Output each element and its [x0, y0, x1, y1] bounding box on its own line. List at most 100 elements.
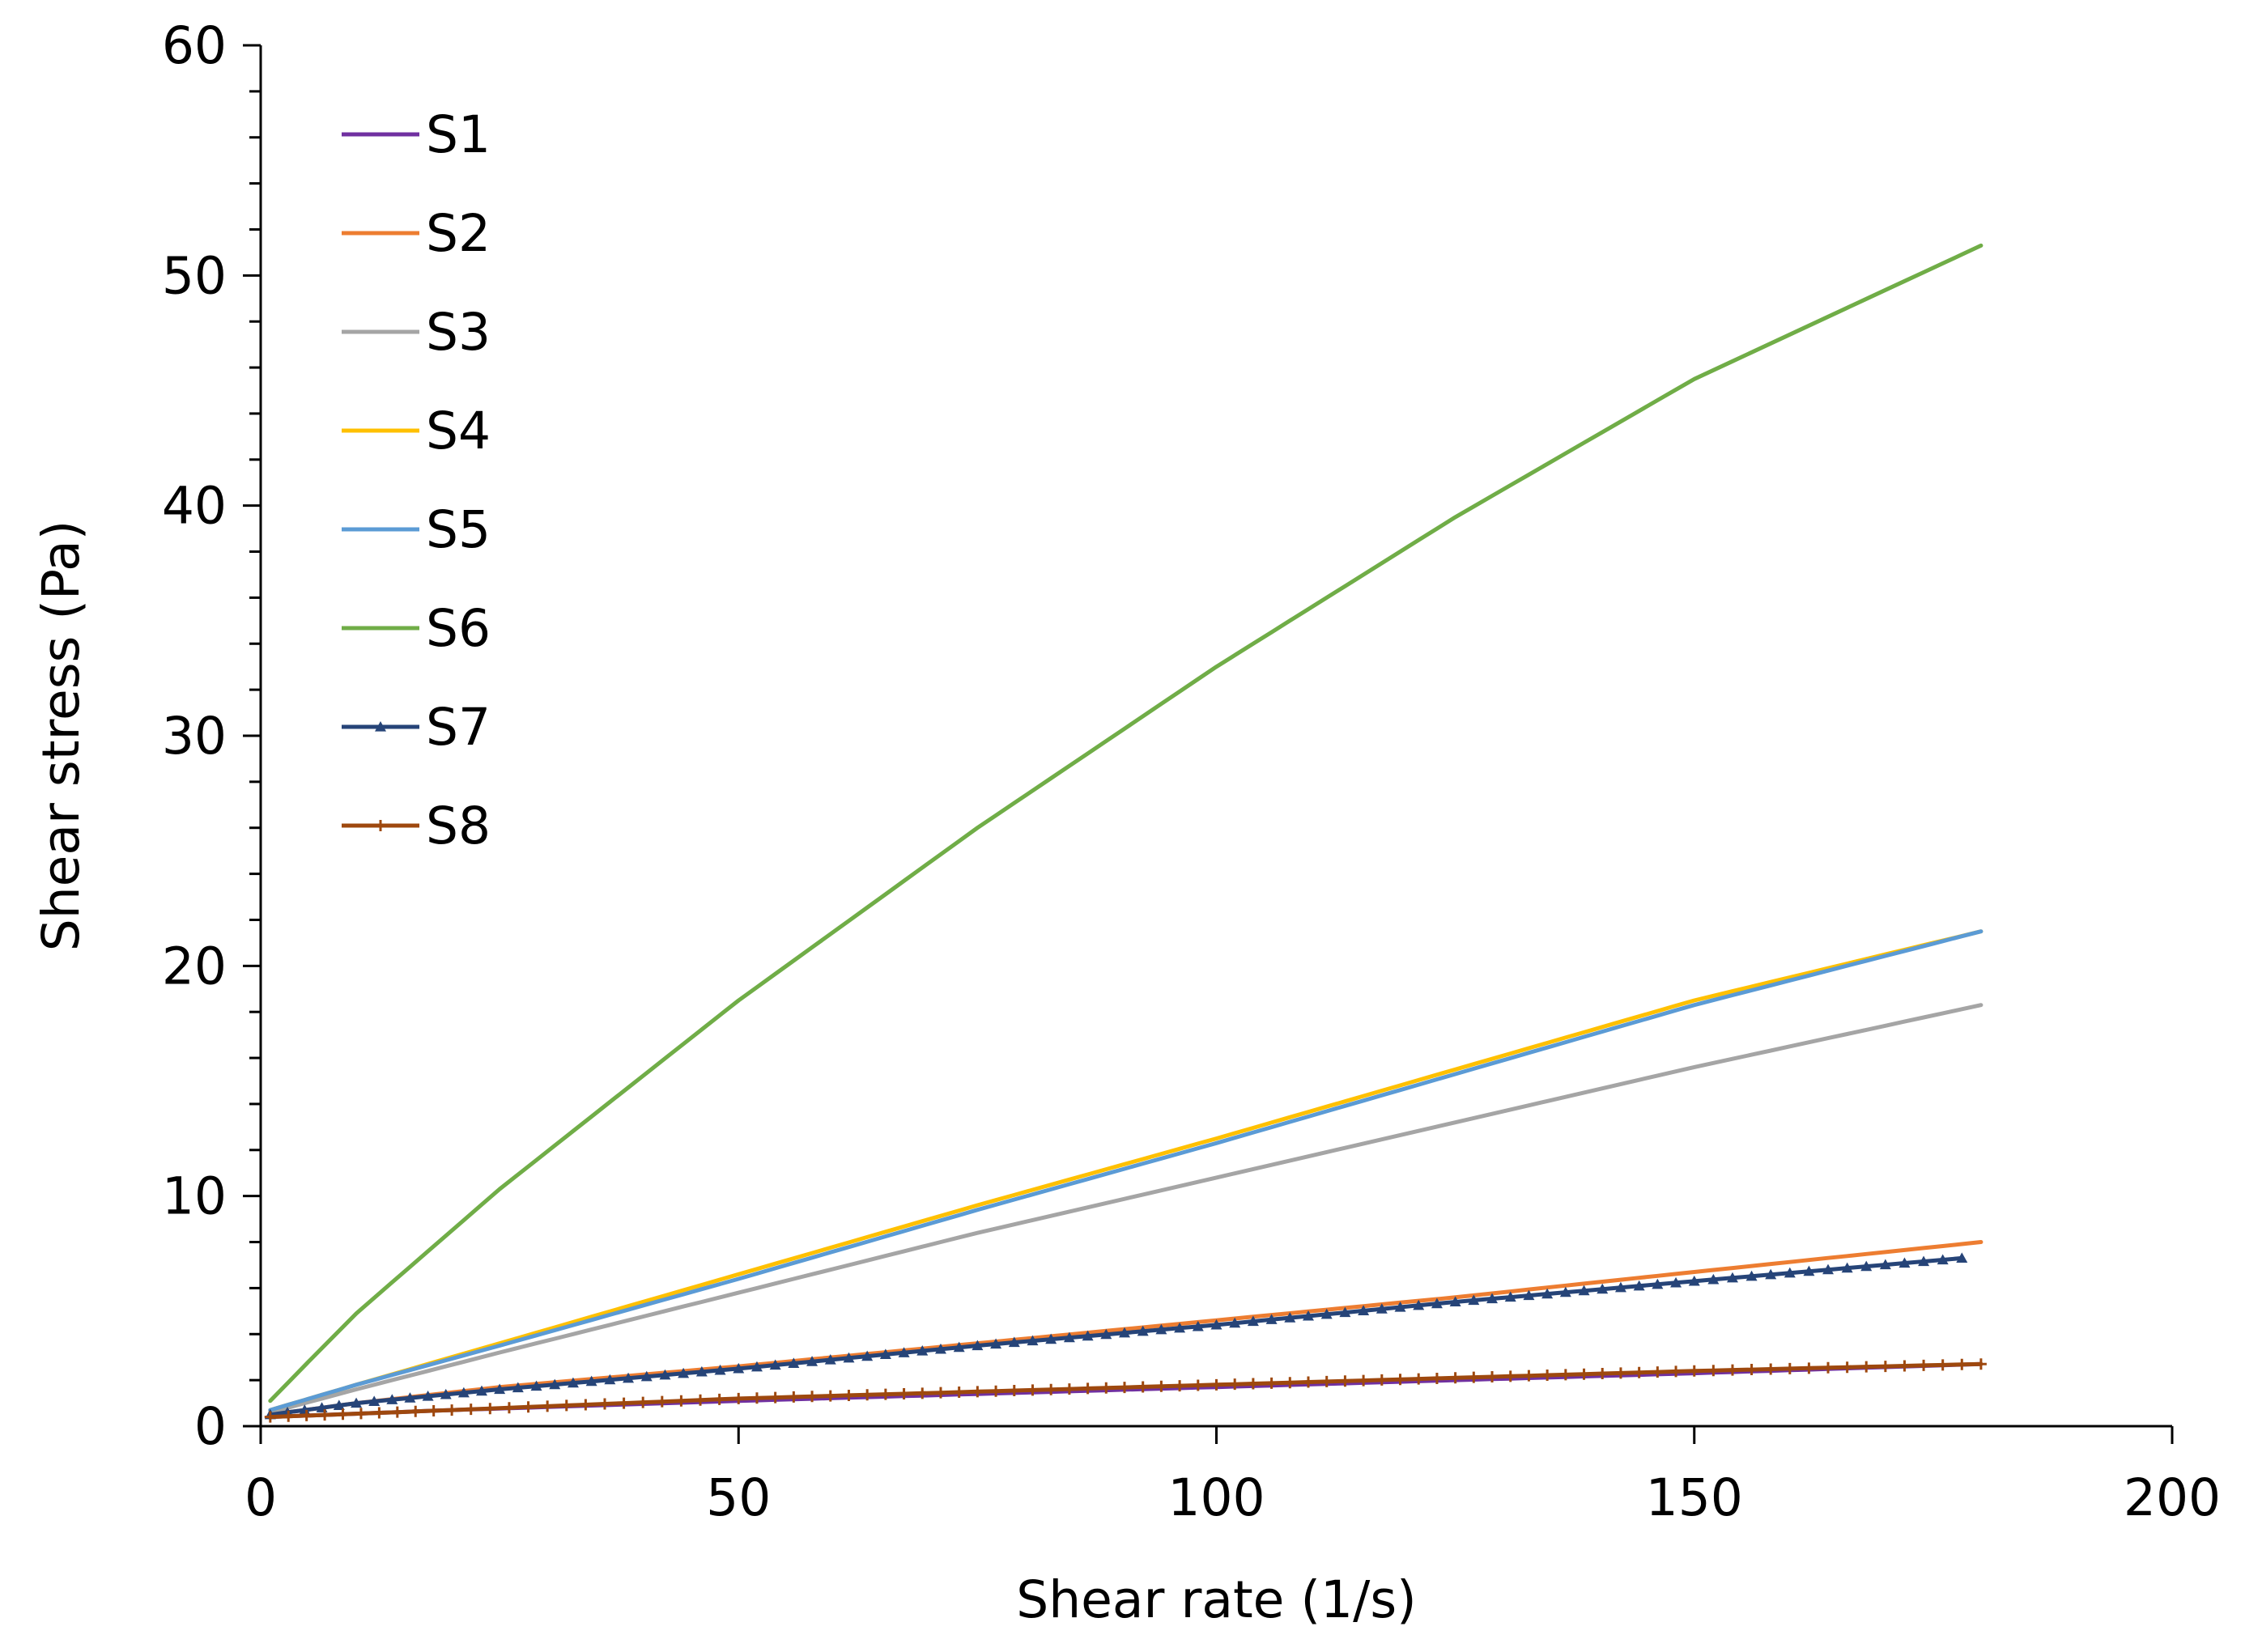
data-point-s7: [843, 1352, 855, 1363]
data-point-s7: [714, 1364, 726, 1375]
data-point-s7: [1468, 1294, 1480, 1306]
data-point-s7: [1652, 1278, 1664, 1289]
data-point-s8: [1008, 1385, 1020, 1397]
legend-label: S4: [426, 401, 491, 461]
data-point-s8: [1898, 1360, 1911, 1372]
data-point-s8: [1670, 1365, 1682, 1378]
axes: 0 10 20 30 40 50 60 0 50 100 150 200: [162, 16, 2221, 1527]
data-point-s8: [1652, 1366, 1664, 1378]
data-point-s7: [972, 1340, 984, 1351]
data-point-s8: [373, 1407, 385, 1419]
y-tick-label: 10: [162, 1167, 227, 1226]
data-point-s7: [1375, 1303, 1388, 1314]
data-point-s8: [264, 1411, 276, 1423]
data-point-s8: [861, 1389, 874, 1401]
data-point-s7: [351, 1397, 363, 1408]
data-point-s7: [861, 1350, 874, 1361]
data-point-s7: [806, 1356, 818, 1366]
data-point-s8: [1063, 1383, 1075, 1395]
x-tick-label: 150: [1646, 1468, 1743, 1527]
data-point-s8: [1784, 1362, 1796, 1374]
data-point-s7: [1937, 1254, 1949, 1265]
y-tick-label: 0: [194, 1397, 227, 1456]
data-point-s8: [1841, 1361, 1853, 1374]
data-point-s8: [1578, 1368, 1590, 1380]
data-point-s7: [386, 1394, 398, 1404]
data-point-s7: [750, 1361, 763, 1372]
legend-marker: [375, 820, 386, 831]
data-point-s7: [733, 1362, 745, 1374]
data-point-s8: [1155, 1380, 1167, 1392]
data-point-s7: [678, 1367, 690, 1378]
data-point-s8: [1745, 1364, 1758, 1376]
data-point-s8: [1320, 1375, 1333, 1387]
data-point-s7: [659, 1369, 671, 1380]
data-point-s8: [542, 1400, 554, 1412]
legend-marker: [375, 721, 386, 732]
data-point-s8: [713, 1393, 725, 1405]
data-point-s7: [1358, 1305, 1370, 1315]
data-point-s8: [1027, 1384, 1039, 1396]
legend-entry: S6: [342, 599, 491, 658]
data-point-s7: [567, 1377, 579, 1388]
data-point-s7: [1118, 1327, 1130, 1338]
data-point-s7: [1578, 1285, 1590, 1296]
series-s4: [268, 929, 1984, 1412]
data-point-s8: [465, 1404, 477, 1416]
data-point-s7: [1449, 1296, 1461, 1307]
data-point-s8: [1174, 1380, 1186, 1392]
data-point-s7: [457, 1387, 470, 1398]
data-point-s7: [1284, 1312, 1296, 1323]
legend-label: S5: [426, 500, 491, 559]
series-lines: [264, 243, 1987, 1423]
data-point-s8: [1358, 1374, 1370, 1387]
data-point-s7: [1320, 1308, 1333, 1319]
y-tick-label: 20: [162, 936, 227, 996]
data-point-s8: [1614, 1367, 1626, 1379]
data-point-s8: [769, 1391, 781, 1404]
data-point-s7: [640, 1370, 653, 1382]
data-point-s7: [1008, 1336, 1020, 1348]
data-point-s8: [283, 1410, 295, 1422]
data-point-s8: [522, 1401, 534, 1413]
data-point-s8: [1100, 1382, 1112, 1394]
data-point-s8: [879, 1388, 891, 1400]
data-point-s8: [1339, 1375, 1351, 1387]
data-point-s8: [1765, 1363, 1777, 1375]
data-point-s7: [1822, 1263, 1835, 1275]
data-point-s8: [806, 1391, 818, 1403]
data-point-s7: [1841, 1262, 1853, 1273]
series-line-s3: [268, 1003, 1984, 1415]
data-point-s7: [1918, 1255, 1930, 1267]
series-line-s4: [268, 929, 1984, 1412]
data-point-s7: [1339, 1306, 1351, 1318]
data-point-s8: [1956, 1358, 1968, 1370]
data-point-s7: [1486, 1293, 1499, 1304]
data-point-s8: [656, 1395, 668, 1408]
data-point-s8: [1559, 1369, 1571, 1381]
data-point-s8: [1726, 1364, 1738, 1376]
data-point-s7: [1898, 1257, 1911, 1268]
data-point-s7: [623, 1372, 635, 1383]
data-point-s8: [1394, 1374, 1406, 1386]
data-point-s8: [446, 1404, 458, 1416]
series-s7: [264, 1252, 1968, 1420]
data-point-s8: [1082, 1382, 1094, 1395]
data-point-s7: [1229, 1317, 1241, 1328]
data-point-s8: [410, 1405, 422, 1417]
data-point-s8: [675, 1395, 687, 1407]
series-s3: [268, 1003, 1984, 1415]
series-line-s5: [268, 929, 1984, 1412]
data-point-s7: [1082, 1330, 1094, 1341]
series-line-s6: [268, 243, 1984, 1404]
data-point-s8: [1879, 1361, 1891, 1373]
data-point-s8: [898, 1387, 910, 1399]
legend-label: S2: [426, 204, 491, 263]
data-point-s7: [1265, 1314, 1278, 1324]
data-point-s7: [898, 1347, 910, 1357]
data-point-s8: [1918, 1359, 1930, 1371]
data-point-s7: [530, 1380, 542, 1391]
legend-entry: S4: [342, 401, 491, 461]
legend-entry: S8: [342, 796, 491, 856]
